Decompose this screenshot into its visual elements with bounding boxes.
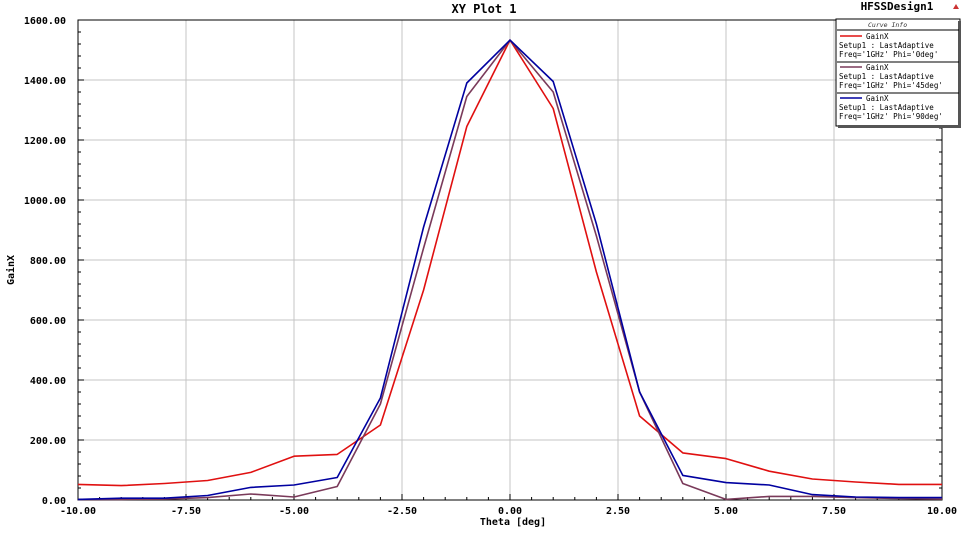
x-tick-label: 0.00 <box>498 506 522 517</box>
legend-freq-text: Freq='1GHz' Phi='0deg' <box>839 50 938 59</box>
legend-title: Curve Info <box>868 21 907 29</box>
chart-title: XY Plot 1 <box>451 2 516 16</box>
legend-series-name: GainX <box>866 63 889 72</box>
grid <box>77 19 943 501</box>
legend-shadow-right <box>958 21 961 127</box>
x-tick-label: -2.50 <box>387 506 417 517</box>
legend-series-name: GainX <box>866 94 889 103</box>
legend-freq-text: Freq='1GHz' Phi='90deg' <box>839 112 943 121</box>
x-tick-label: 10.00 <box>927 506 957 517</box>
x-tick-label: -5.00 <box>279 506 309 517</box>
x-tick-labels: -10.00 -7.50 -5.00 -2.50 0.00 2.50 5.00 7.50 10.… <box>60 506 957 517</box>
legend-shadow-bottom <box>838 125 961 128</box>
y-tick-label: 1400.00 <box>24 76 66 87</box>
y-tick-label: 200.00 <box>30 436 66 447</box>
y-axis-label: GainX <box>5 255 17 285</box>
design-name-label: HFSSDesign1 <box>861 0 934 13</box>
x-axis-label: Theta [deg] <box>480 517 546 528</box>
x-tick-label: -10.00 <box>60 506 96 517</box>
corner-marker-icon <box>953 4 959 9</box>
y-tick-labels: 0.00 200.00 400.00 600.00 800.00 1000.00 1200.… <box>24 16 66 507</box>
legend-series-name: GainX <box>866 32 889 41</box>
legend-freq-text: Freq='1GHz' Phi='45deg' <box>839 81 943 90</box>
legend-frame <box>835 18 961 127</box>
plot-area-frame <box>77 19 943 501</box>
y-tick-label: 1200.00 <box>24 136 66 147</box>
y-tick-label: 800.00 <box>30 256 66 267</box>
y-tick-label: 600.00 <box>30 316 66 327</box>
series-line-3 <box>77 39 942 501</box>
y-tick-label: 1600.00 <box>24 16 66 27</box>
series-group <box>77 39 943 501</box>
legend-setup-text: Setup1 : LastAdaptive <box>839 72 934 81</box>
legend-setup-text: Setup1 : LastAdaptive <box>839 41 934 50</box>
x-tick-label: 7.50 <box>822 506 846 517</box>
x-tick-label: -7.50 <box>171 506 201 517</box>
y-tick-label: 0.00 <box>42 496 66 507</box>
x-tick-label: 5.00 <box>714 506 738 517</box>
y-tick-label: 400.00 <box>30 376 66 387</box>
legend-setup-text: Setup1 : LastAdaptive <box>839 103 934 112</box>
x-tick-label: 2.50 <box>606 506 630 517</box>
y-tick-label: 1000.00 <box>24 196 66 207</box>
